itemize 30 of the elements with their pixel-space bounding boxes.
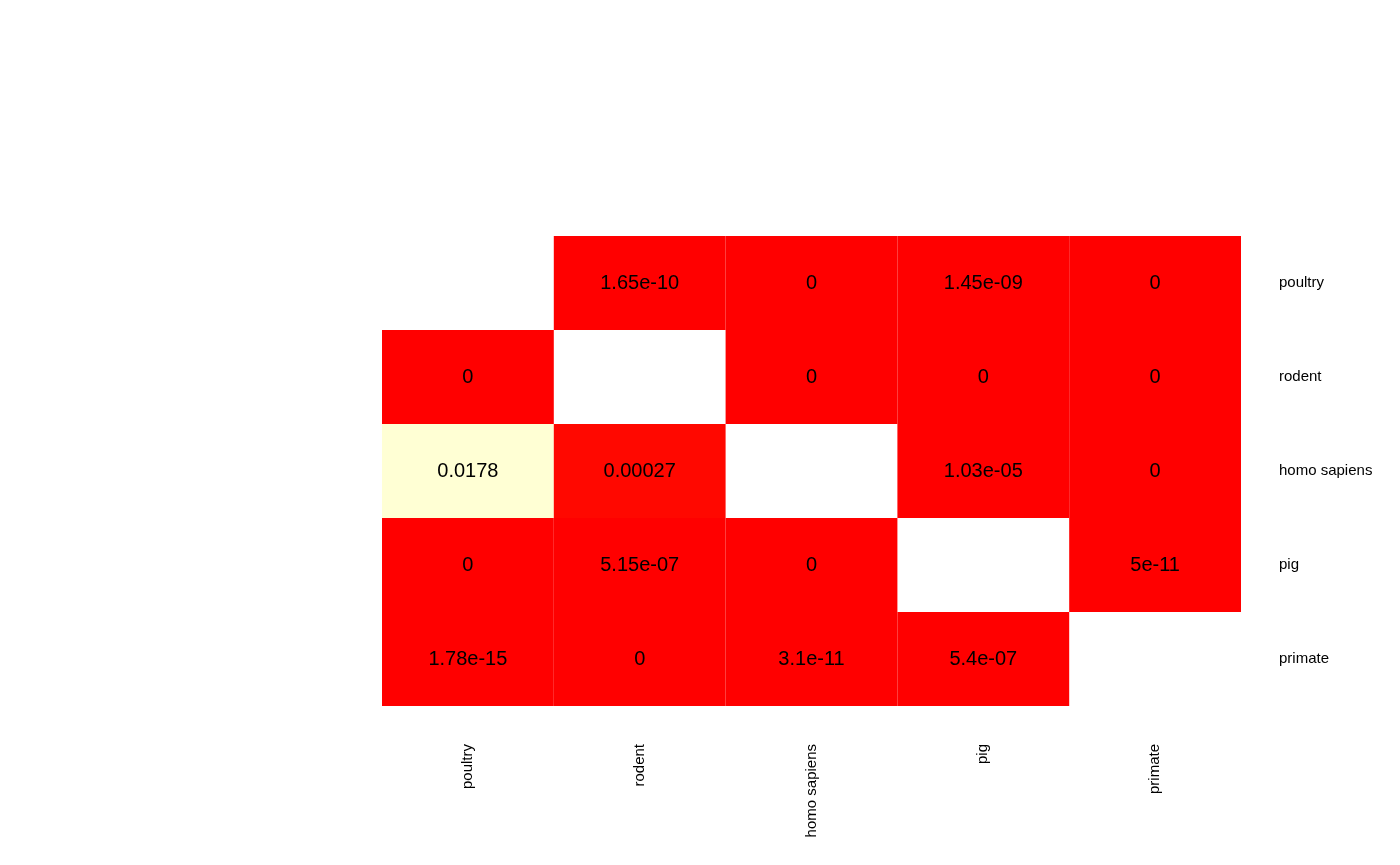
data-label: 5e-11 (1130, 552, 1180, 575)
y-tick-label: rodent (1279, 367, 1323, 385)
data-label: 0.0178 (437, 458, 499, 481)
data-label: 3.1e-11 (778, 646, 845, 669)
data-label: 0 (977, 364, 989, 387)
y-tick-label: pig (1279, 555, 1300, 573)
data-label: 0 (462, 552, 474, 575)
data-label: 1.78e-15 (428, 646, 508, 669)
data-label: 5.4e-07 (949, 646, 1018, 669)
data-label: 1.45e-09 (943, 270, 1023, 293)
data-label: 1.65e-10 (600, 270, 680, 293)
y-tick-label: primate (1279, 649, 1330, 667)
x-tick-label: pig (973, 744, 991, 765)
x-tick-label: poultry (458, 743, 476, 790)
x-tick-label: rodent (629, 743, 647, 787)
data-label: 0 (805, 552, 818, 575)
data-label: 0 (1149, 458, 1161, 481)
data-label: 5.15e-07 (600, 552, 680, 575)
data-label: 1.03e-05 (943, 458, 1023, 481)
data-label: 0 (1149, 364, 1161, 387)
data-label: 0 (1149, 270, 1161, 293)
y-tick-label: homo sapiens (1279, 461, 1373, 479)
data-label: 0 (805, 364, 818, 387)
data-label: 0 (634, 646, 646, 669)
data-label: 0.00027 (603, 458, 676, 481)
y-tick-label: poultry (1279, 273, 1325, 291)
x-tick-label: homo sapiens (801, 744, 819, 838)
x-tick-label: primate (1145, 744, 1163, 795)
data-label: 0 (805, 270, 818, 293)
data-label: 0 (462, 364, 474, 387)
